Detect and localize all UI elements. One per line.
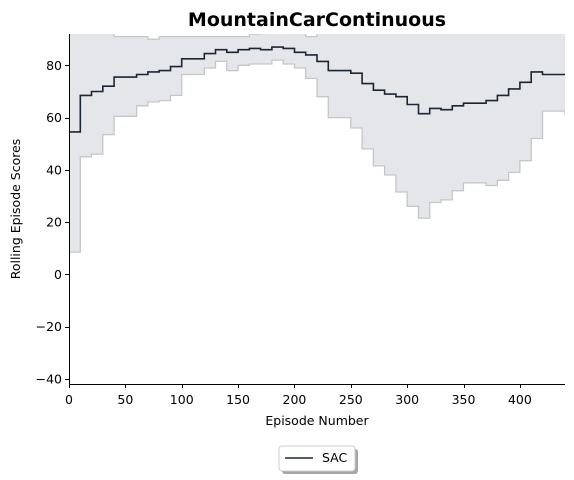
y-tick-label: 0 — [54, 267, 62, 282]
y-axis-label: Rolling Episode Scores — [8, 139, 23, 280]
x-axis-ticks: 0 50 100 150 200 250 300 350 400 — [65, 384, 532, 407]
series-line-sac — [69, 46, 565, 133]
y-tick-label: 40 — [46, 162, 62, 177]
x-tick-label: 150 — [226, 392, 250, 407]
y-tick-label: −40 — [36, 371, 62, 386]
x-tick-label: 300 — [395, 392, 419, 407]
x-tick-label: 100 — [170, 392, 194, 407]
y-tick-label: −20 — [36, 319, 62, 334]
legend-label-sac: SAC — [322, 450, 347, 465]
y-axis-ticks: −40 −20 0 20 40 60 80 — [36, 58, 69, 386]
lower-bound-line — [69, 59, 565, 253]
x-tick-label: 250 — [339, 392, 363, 407]
x-tick-label: 350 — [452, 392, 476, 407]
x-axis-label: Episode Number — [265, 413, 369, 428]
chart-title: MountainCarContinuous — [188, 9, 446, 31]
confidence-band — [69, 34, 565, 253]
y-tick-label: 60 — [46, 110, 62, 125]
upper-bound-line — [113, 34, 318, 40]
legend-box — [278, 445, 356, 472]
y-tick-label: 20 — [46, 215, 62, 230]
x-tick-label: 0 — [65, 392, 73, 407]
plot-area — [69, 34, 565, 253]
x-tick-label: 200 — [283, 392, 307, 407]
legend: SAC — [278, 445, 358, 474]
x-tick-label: 50 — [117, 392, 133, 407]
x-tick-label: 400 — [508, 392, 532, 407]
y-tick-label: 80 — [46, 58, 62, 73]
